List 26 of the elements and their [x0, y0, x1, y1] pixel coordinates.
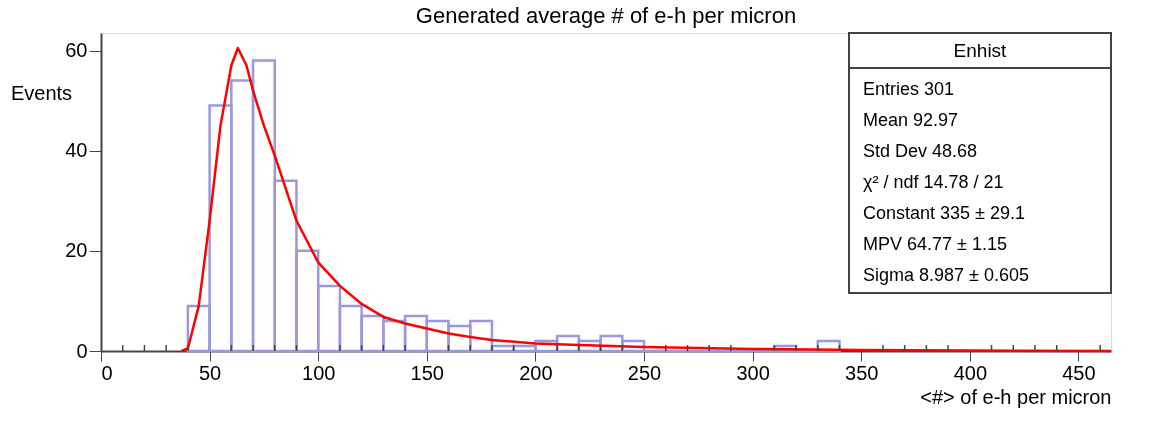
y-axis-title: Events — [10, 81, 73, 104]
y-tick-label: 40 — [65, 139, 88, 162]
x-axis-title: <#> of e-h per micron — [920, 385, 1112, 408]
annotation: Entries 301 — [863, 78, 955, 99]
annotation: Enhist — [953, 39, 1008, 61]
annotation: Mean 92.97 — [863, 109, 959, 130]
annotation: χ² / ndf 14.78 / 21 — [863, 171, 1004, 192]
annotation: Constant 335 ± 29.1 — [863, 202, 1025, 223]
y-tick-label: 60 — [65, 39, 88, 62]
y-tick-label: 0 — [76, 339, 88, 362]
chart-title: Generated average # of e-h per micron — [415, 3, 797, 28]
line-series — [180, 46, 1113, 353]
x-tick-label: 250 — [627, 361, 662, 384]
x-tick-label: 200 — [519, 361, 553, 384]
annotation: MPV 64.77 ± 1.15 — [863, 233, 1007, 254]
x-tick-label: 350 — [845, 361, 879, 384]
x-tick-label: 450 — [1062, 361, 1096, 384]
y-tick-label: 20 — [65, 239, 88, 262]
x-tick-label: 50 — [198, 361, 222, 384]
x-tick-label: 400 — [953, 361, 987, 384]
x-tick-label: 150 — [410, 361, 444, 384]
annotation: Sigma 8.987 ± 0.605 — [863, 264, 1029, 285]
x-tick-label: 100 — [302, 361, 336, 384]
x-tick-label: 0 — [101, 361, 113, 384]
x-tick-label: 300 — [736, 361, 770, 384]
annotation: Std Dev 48.68 — [863, 140, 978, 161]
